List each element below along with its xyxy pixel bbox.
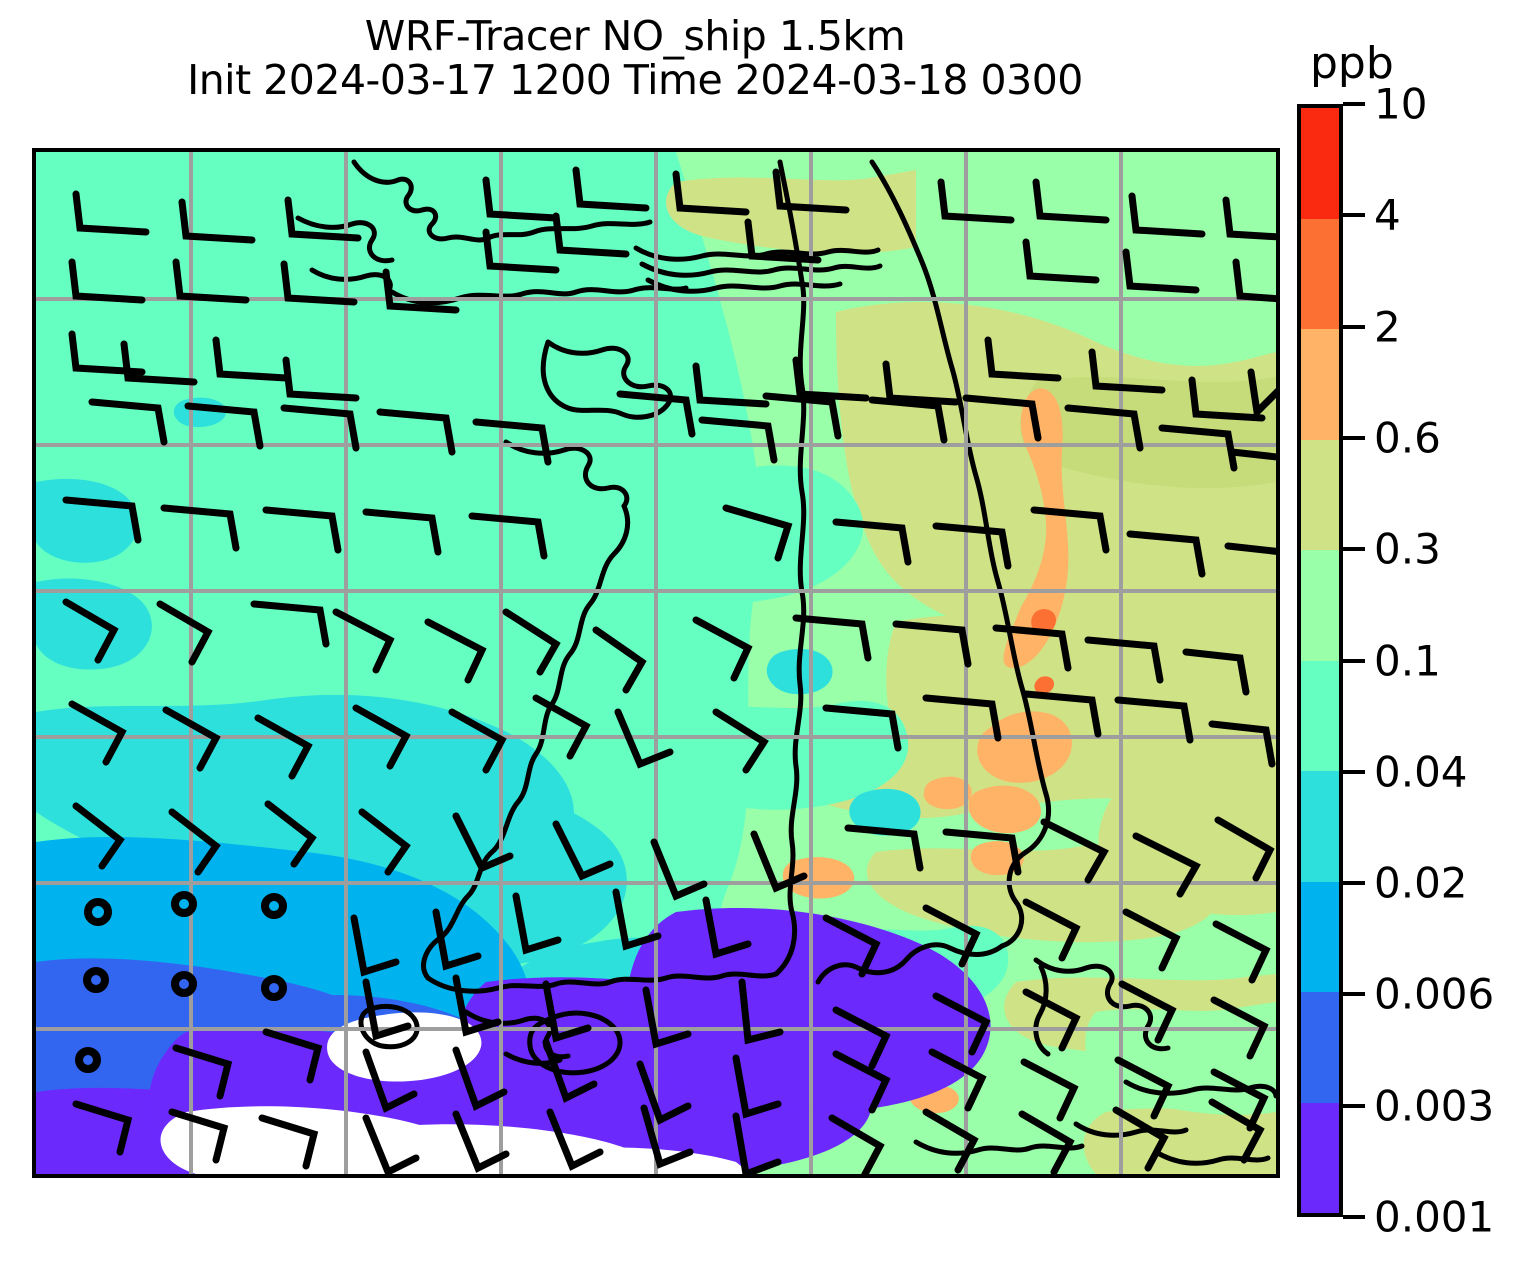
colorbar-tick-label: 0.3: [1374, 524, 1441, 574]
colorbar-tick-label: 0.006: [1374, 969, 1495, 1019]
colorbar-band: [1301, 108, 1339, 219]
colorbar-band: [1301, 881, 1339, 992]
colorbar-tick: [1343, 1215, 1365, 1219]
colorbar-tick: [1343, 658, 1365, 663]
title-line-1: WRF-Tracer NO_ship 1.5km: [364, 12, 906, 60]
colorbar-tick-label: 0.003: [1374, 1081, 1495, 1131]
colorbar-tick-label: 0.1: [1374, 636, 1441, 685]
title-line-2: Init 2024-03-17 1200 Time 2024-03-18 030…: [187, 56, 1083, 105]
wind-barbs: [62, 166, 1276, 1174]
colorbar-tick: [1343, 881, 1365, 886]
colorbar-tick: [1343, 547, 1365, 552]
colorbar-tick-label: 0.04: [1374, 747, 1468, 797]
colorbar-tick: [1343, 1103, 1365, 1108]
colorbar-band: [1301, 329, 1339, 440]
page-title: WRF-Tracer NO_ship 1.5km Init 2024-03-17…: [0, 14, 1270, 103]
colorbar-band: [1301, 771, 1339, 882]
colorbar-tick-label: 2: [1374, 302, 1401, 352]
colorbar-band: [1301, 439, 1339, 550]
colorbar-band: [1301, 218, 1339, 329]
colorbar-tick-label: 0.02: [1374, 858, 1468, 908]
colorbar-tick: [1343, 102, 1365, 106]
colorbar-tick: [1343, 992, 1365, 997]
colorbar-band: [1301, 550, 1339, 661]
colorbar-tick: [1343, 769, 1365, 774]
colorbar[interactable]: [1297, 104, 1343, 1217]
colorbar-band: [1301, 1102, 1339, 1213]
colorbar-tick-label: 0.6: [1374, 413, 1441, 463]
colorbar-tick: [1343, 435, 1365, 440]
colorbar-unit-label: ppb: [1310, 38, 1394, 89]
colorbar-band: [1301, 660, 1339, 771]
colorbar-tick-label: 4: [1374, 190, 1401, 240]
colorbar-band: [1301, 992, 1339, 1103]
colorbar-tick: [1343, 324, 1365, 329]
colorbar-tick-label: 0.001: [1374, 1192, 1495, 1242]
contour-map-canvas: [36, 152, 1276, 1174]
colorbar-tick-label: 10: [1374, 79, 1428, 129]
colorbar-tick: [1343, 213, 1365, 218]
map-plot-panel: [32, 148, 1280, 1178]
